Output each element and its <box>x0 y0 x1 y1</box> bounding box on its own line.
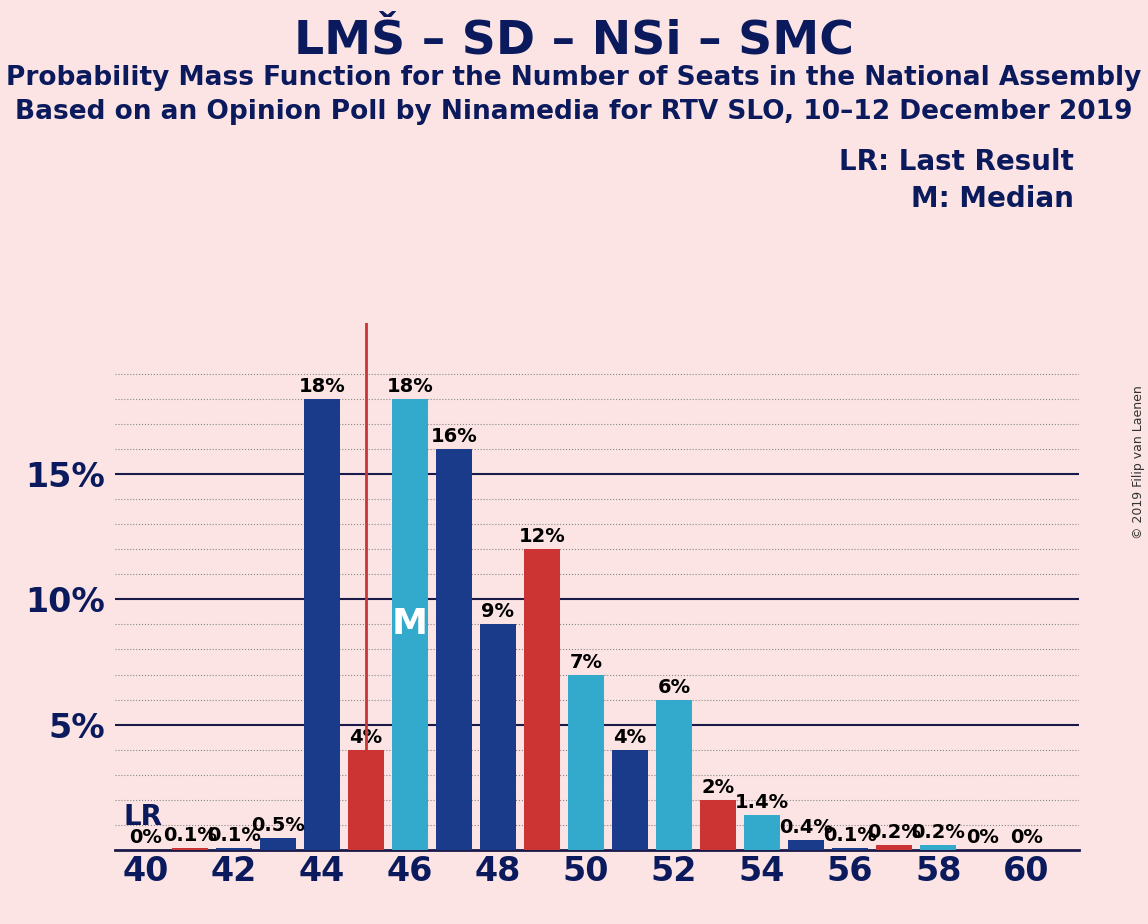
Bar <box>480 625 515 850</box>
Bar <box>304 398 340 850</box>
Text: 18%: 18% <box>298 377 346 395</box>
Bar <box>700 800 736 850</box>
Text: 0.1%: 0.1% <box>823 825 877 845</box>
Text: © 2019 Filip van Laenen: © 2019 Filip van Laenen <box>1132 385 1145 539</box>
Bar <box>436 449 472 850</box>
Bar <box>391 398 428 850</box>
Text: 16%: 16% <box>430 427 478 445</box>
Text: 0.5%: 0.5% <box>250 816 304 834</box>
Text: 0%: 0% <box>1010 828 1042 847</box>
Text: 0.2%: 0.2% <box>867 823 921 842</box>
Text: LMŠ – SD – NSi – SMC: LMŠ – SD – NSi – SMC <box>294 18 854 64</box>
Bar <box>523 549 560 850</box>
Bar <box>832 847 868 850</box>
Text: 0.2%: 0.2% <box>912 823 965 842</box>
Text: 12%: 12% <box>519 527 565 546</box>
Text: 0.1%: 0.1% <box>207 825 261 845</box>
Text: 2%: 2% <box>701 778 735 796</box>
Bar <box>788 840 824 850</box>
Text: M: M <box>391 607 428 641</box>
Text: 18%: 18% <box>387 377 433 395</box>
Text: LR: LR <box>124 804 163 832</box>
Text: 4%: 4% <box>613 728 646 747</box>
Bar <box>876 845 913 850</box>
Text: 0%: 0% <box>130 828 162 847</box>
Bar <box>744 815 781 850</box>
Bar <box>568 675 604 850</box>
Text: 1.4%: 1.4% <box>735 793 789 812</box>
Text: LR: Last Result: LR: Last Result <box>838 148 1073 176</box>
Bar <box>171 847 208 850</box>
Bar <box>656 699 692 850</box>
Bar <box>216 847 251 850</box>
Text: 0.4%: 0.4% <box>779 818 833 837</box>
Text: Based on an Opinion Poll by Ninamedia for RTV SLO, 10–12 December 2019: Based on an Opinion Poll by Ninamedia fo… <box>15 99 1133 125</box>
Text: 4%: 4% <box>349 728 382 747</box>
Text: 6%: 6% <box>658 677 691 697</box>
Bar <box>259 837 296 850</box>
Bar <box>921 845 956 850</box>
Bar <box>348 749 383 850</box>
Text: M: Median: M: Median <box>910 185 1073 213</box>
Text: 9%: 9% <box>481 602 514 621</box>
Text: Probability Mass Function for the Number of Seats in the National Assembly: Probability Mass Function for the Number… <box>6 65 1142 91</box>
Text: 0.1%: 0.1% <box>163 825 217 845</box>
Bar <box>612 749 647 850</box>
Text: 7%: 7% <box>569 652 603 672</box>
Text: 0%: 0% <box>965 828 999 847</box>
